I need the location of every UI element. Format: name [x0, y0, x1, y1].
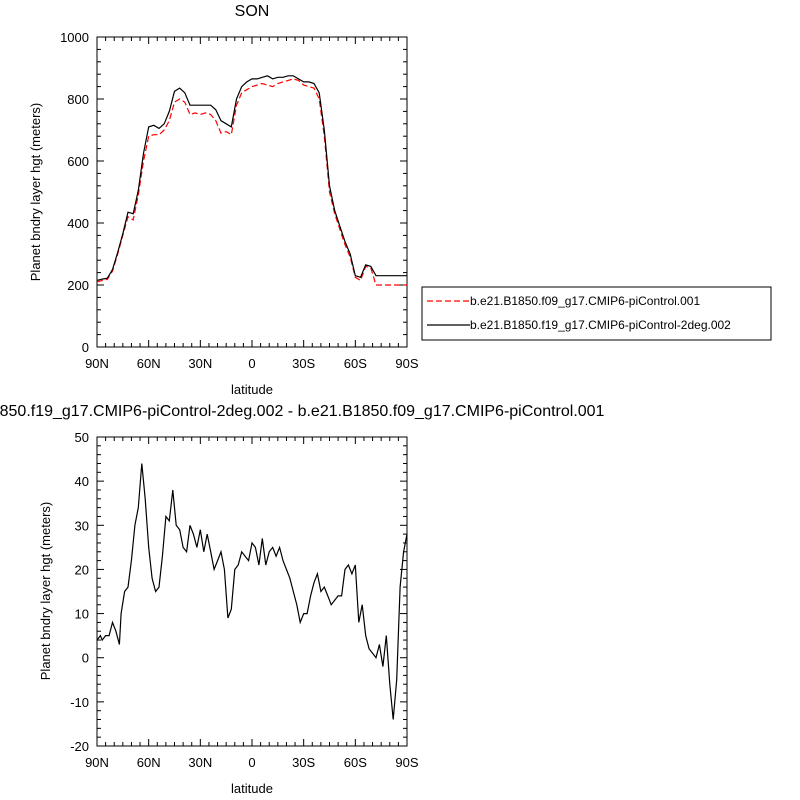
legend-box — [421, 286, 772, 341]
bottom-chart-x-axis-label: latitude — [231, 781, 273, 796]
bottom-x-tick-label: 0 — [248, 755, 255, 770]
top-y-tick-label: 200 — [67, 278, 89, 293]
bottom-x-tick-label: 90S — [395, 755, 418, 770]
top-x-tick-label: 90S — [395, 356, 418, 371]
top-x-tick-label: 90N — [85, 356, 109, 371]
legend: b.e21.B1850.f09_g17.CMIP6-piControl.001b… — [421, 286, 772, 341]
top-y-tick-label: 400 — [67, 216, 89, 231]
bottom-chart-series — [96, 463, 408, 720]
bottom-y-tick-label: 40 — [75, 474, 89, 489]
top-plot-frame — [96, 36, 408, 348]
bottom-x-tick-label: 30S — [292, 755, 315, 770]
bottom-chart-title: b.e21.B1850.f19_g17.CMIP6-piControl-2deg… — [0, 403, 605, 420]
top-x-tick-label: 60S — [344, 356, 367, 371]
series-line-f09 — [96, 78, 407, 286]
bottom-x-tick-label: 30N — [188, 755, 212, 770]
legend-label: b.e21.B1850.f09_g17.CMIP6-piControl.001 — [470, 294, 700, 308]
bottom-y-tick-label: 0 — [82, 651, 89, 666]
top-y-tick-label: 0 — [82, 340, 89, 355]
top-chart-axes: 90N 60N 30N 0 30S 60S 90S 0 200 400 600 800 1000 — [60, 30, 419, 371]
bottom-y-tick-label: -10 — [70, 695, 89, 710]
top-chart-series — [96, 75, 407, 286]
top-y-tick-label: 600 — [67, 154, 89, 169]
top-x-tick-label: 60N — [137, 356, 161, 371]
bottom-y-tick-label: 10 — [75, 607, 89, 622]
legend-label: b.e21.B1850.f19_g17.CMIP6-piControl-2deg… — [470, 318, 731, 332]
top-chart-x-axis-label: latitude — [231, 382, 273, 397]
top-chart-title: SON — [235, 3, 270, 20]
top-x-tick-label: 0 — [248, 356, 255, 371]
series-line-f19-2deg — [96, 75, 407, 281]
top-x-tick-label: 30S — [292, 356, 315, 371]
bottom-x-tick-label: 90N — [85, 755, 109, 770]
difference-line — [96, 463, 408, 720]
bottom-y-tick-label: 30 — [75, 518, 89, 533]
top-y-tick-label: 800 — [67, 92, 89, 107]
bottom-y-tick-label: 50 — [75, 430, 89, 445]
bottom-chart-y-axis-label: Planet bndry layer hgt (meters) — [38, 502, 53, 680]
bottom-chart-axes: 90N 60N 30N 0 30S 60S 90S -20 -10 0 10 20 30 40 50 — [70, 430, 419, 770]
top-chart-y-axis-label: Planet bndry layer hgt (meters) — [28, 103, 43, 281]
bottom-x-tick-label: 60S — [344, 755, 367, 770]
bottom-x-tick-label: 60N — [137, 755, 161, 770]
bottom-y-tick-label: -20 — [70, 739, 89, 754]
top-x-tick-label: 30N — [188, 356, 212, 371]
top-y-tick-label: 1000 — [60, 30, 89, 45]
bottom-y-tick-label: 20 — [75, 562, 89, 577]
